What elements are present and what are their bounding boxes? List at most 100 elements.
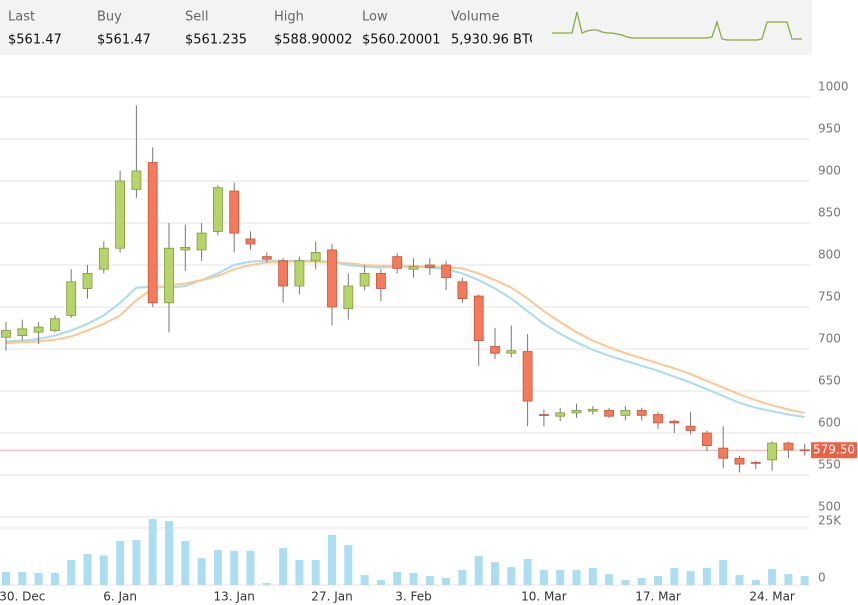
candle-body	[424, 264, 435, 268]
ticker-label: Low	[362, 10, 388, 25]
volume-bar	[279, 548, 288, 585]
y-tick-label: 900	[818, 164, 841, 178]
candle-body	[702, 432, 712, 447]
candle-body	[1, 330, 11, 338]
candle-body	[473, 295, 484, 341]
ticker-label: Buy	[97, 10, 122, 25]
volume-bar	[409, 572, 418, 585]
candle-body	[734, 457, 745, 465]
candle-body	[555, 412, 566, 417]
volume-bar	[523, 559, 532, 585]
candle-body	[375, 272, 386, 289]
x-tick-label: 6. Jan	[103, 590, 137, 604]
candle-body	[33, 326, 44, 333]
candle-body	[164, 247, 174, 304]
ticker-value: $560.20001	[362, 33, 441, 48]
volume-bar	[213, 549, 222, 585]
volume-bar	[784, 574, 793, 585]
volume-bar	[507, 566, 516, 585]
volume-bar	[670, 567, 679, 585]
candle-body	[131, 170, 142, 190]
ticker-bar	[0, 0, 812, 55]
volume-bar	[654, 576, 662, 585]
candle-body	[245, 238, 256, 245]
volume-bar	[751, 579, 760, 585]
labels: 500 550 600 650 700 750 800 850 900 950 1000 0 25K 57…	[0, 80, 857, 604]
volume-bar	[686, 571, 695, 585]
candle-body	[750, 461, 761, 464]
candle-body	[506, 350, 517, 354]
ticker-value: $561.47	[8, 33, 62, 48]
candle-body	[196, 232, 207, 251]
candle-body	[620, 409, 631, 416]
y-tick-label: 750	[818, 290, 841, 304]
candle-body	[50, 318, 60, 331]
candles	[1, 105, 810, 473]
candle-body	[653, 414, 663, 424]
candle-body	[490, 346, 500, 354]
candle-body	[539, 414, 549, 416]
y-tick-label: 1000	[818, 80, 849, 94]
volume-bar	[246, 550, 255, 585]
moving-average	[5, 259, 805, 418]
volume-bar	[588, 567, 597, 585]
candle-body	[327, 249, 337, 308]
volume-bar	[425, 576, 434, 585]
volume-panel	[2, 518, 809, 585]
volume-bar	[491, 562, 499, 585]
candle-body	[408, 266, 419, 270]
candle-body	[767, 442, 777, 461]
candle-body	[17, 328, 28, 336]
x-tick-label: 13. Jan	[213, 590, 254, 604]
grid	[0, 96, 810, 586]
volume-bar	[262, 582, 271, 585]
candle-body	[685, 425, 696, 431]
x-tick-label: 24. Mar	[749, 590, 795, 604]
sparkline-group	[552, 11, 802, 41]
y-tick-label: 950	[818, 122, 841, 136]
last-price-box	[811, 442, 857, 459]
volume-bar	[360, 574, 369, 585]
volume-bar	[67, 559, 76, 585]
volume-bar	[800, 576, 809, 585]
volume-bar	[702, 567, 711, 585]
volume-bar	[572, 569, 581, 585]
candle-body	[278, 260, 289, 287]
candle-body	[147, 162, 158, 304]
y-tick-label: 700	[818, 332, 841, 346]
moving-averages	[5, 259, 805, 418]
sparkline	[552, 11, 802, 41]
candle-body	[799, 449, 810, 452]
candle-body	[229, 190, 240, 234]
candle-body	[294, 260, 305, 287]
volume-bar	[442, 577, 451, 585]
volume-bar	[474, 556, 483, 585]
volume-bar	[148, 518, 157, 585]
volume-bar	[197, 558, 206, 585]
volume-bar	[99, 555, 108, 585]
volume-bar	[165, 521, 173, 585]
volume-bar	[181, 540, 190, 585]
candle-body	[392, 256, 403, 269]
last-price-label: 579.50	[813, 443, 855, 457]
volume-bar	[735, 574, 744, 585]
candle-body	[718, 447, 729, 459]
ticker-label: Sell	[185, 10, 208, 25]
moving-average	[5, 260, 805, 414]
volume-bar	[393, 572, 402, 585]
candle-body	[587, 409, 598, 412]
candle-body	[261, 256, 272, 260]
volume-bar	[376, 579, 385, 585]
ticker-value: $561.235	[185, 33, 247, 48]
candle-body	[115, 180, 125, 249]
x-tick-label: 3. Feb	[395, 590, 432, 604]
volume-bar	[83, 553, 92, 585]
volume-bar	[719, 559, 728, 585]
y-tick-label: 850	[818, 206, 841, 220]
ticker-value: 5,930.96 BTC	[451, 33, 538, 48]
ticker-label: Volume	[451, 10, 499, 25]
ticker-value: $588.90002	[274, 33, 353, 48]
volume-bar	[2, 572, 10, 585]
volume-bar	[328, 534, 336, 585]
